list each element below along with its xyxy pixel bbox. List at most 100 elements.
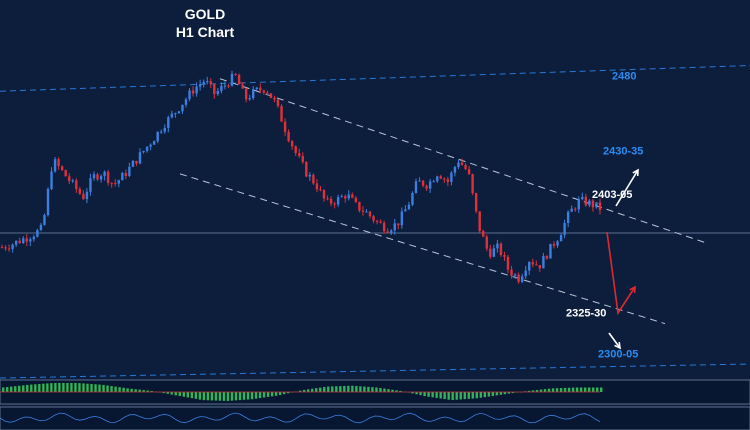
candle-body <box>138 152 142 164</box>
candle-body <box>414 181 418 194</box>
indicator-bar <box>423 392 426 397</box>
indicator-bar <box>170 392 173 395</box>
candle-body <box>471 174 474 194</box>
indicator-bar <box>567 387 571 392</box>
indicator-bar <box>126 388 129 392</box>
indicator-bar <box>315 388 318 392</box>
indicator-bar <box>110 386 113 392</box>
indicator-bar <box>6 387 9 392</box>
indicator-bar <box>455 392 458 400</box>
candle-body <box>230 73 234 86</box>
indicator-bar <box>98 384 101 392</box>
candle-body <box>188 90 191 100</box>
candle-body <box>574 208 577 210</box>
candle-body <box>545 256 549 259</box>
indicator-bar <box>575 387 579 392</box>
candle-body <box>273 97 276 100</box>
indicator-bar <box>194 392 198 399</box>
candle-body <box>43 215 46 225</box>
indicator-bar <box>86 383 89 392</box>
candle-body <box>287 131 290 142</box>
indicator-bar <box>150 390 153 392</box>
indicator-bar <box>351 385 354 392</box>
indicator-bar <box>38 383 41 392</box>
indicator-bar <box>547 388 551 392</box>
candle-body <box>308 174 312 177</box>
candle-body <box>252 89 255 99</box>
extension-scenario-arrow-head <box>614 341 621 350</box>
candle-body <box>305 162 308 177</box>
candle-body <box>206 81 209 83</box>
indicator-layer <box>0 379 750 430</box>
indicator-bar <box>278 392 282 395</box>
indicator-bar <box>323 387 326 392</box>
indicator-bar <box>415 392 418 395</box>
indicator-bar <box>174 392 177 396</box>
candle-body <box>248 98 251 100</box>
candle-body <box>358 201 361 211</box>
indicator-bar <box>535 389 539 392</box>
candle-body <box>124 172 128 176</box>
candle-body <box>319 189 322 191</box>
indicator-bar <box>471 392 474 399</box>
indicator-bar <box>246 392 250 400</box>
indicator-bar <box>162 392 165 394</box>
indicator-bar <box>419 392 422 396</box>
candle-body <box>160 131 163 133</box>
indicator-bar <box>62 383 65 392</box>
candle-body <box>400 211 404 226</box>
indicator-bar <box>459 392 462 400</box>
oscillator-line <box>0 412 601 424</box>
candle-body <box>552 243 556 246</box>
indicator-bar <box>10 386 13 392</box>
scenario-arrows-layer <box>606 168 639 350</box>
indicator-bar <box>186 392 190 398</box>
candle-body <box>167 117 170 128</box>
candle-body <box>467 169 471 175</box>
candle-body <box>301 156 304 163</box>
candles-layer <box>0 70 602 284</box>
indicator-bar <box>242 392 246 400</box>
level-label-2325-30: 2325-30 <box>566 308 606 320</box>
candle-body <box>386 231 389 233</box>
bullish-scenario-arrow <box>615 169 639 207</box>
indicator-bar <box>371 387 374 392</box>
candle-body <box>556 241 559 246</box>
candle-body <box>563 223 566 236</box>
chart-subtitle: H1 Chart <box>175 24 235 40</box>
candle-body <box>577 199 580 210</box>
candle-body <box>298 153 301 157</box>
candle-body <box>538 265 542 269</box>
indicator-bar <box>379 388 382 392</box>
indicator-bar <box>58 383 61 392</box>
candle-body <box>46 188 50 216</box>
indicator-bar <box>543 389 547 392</box>
indicator-bar <box>331 386 334 392</box>
indicator-bar <box>298 390 302 392</box>
candle-body <box>418 180 421 182</box>
indicator-bar <box>307 389 310 392</box>
indicator-bar <box>134 389 137 392</box>
candle-body <box>411 193 414 205</box>
candle-body <box>191 90 195 94</box>
candle-body <box>14 240 18 245</box>
candle-body <box>103 171 106 177</box>
indicator-bar <box>483 392 487 398</box>
indicator-bar <box>439 392 442 399</box>
candle-body <box>75 180 78 189</box>
indicator-bar <box>355 386 358 392</box>
candle-body <box>22 238 25 244</box>
indicator-bar <box>78 383 81 392</box>
indicator-bar <box>102 384 105 392</box>
indicator-bar <box>539 389 543 392</box>
indicator-bar <box>42 383 45 392</box>
candle-body <box>333 203 336 205</box>
candle-body <box>4 247 7 249</box>
indicator-bar <box>311 388 314 392</box>
candle-body <box>368 211 372 217</box>
indicator-bar <box>411 392 414 394</box>
indicator-bar <box>531 390 535 392</box>
indicator-bar <box>600 387 603 392</box>
level-label-2403-05: 2403-05 <box>592 189 632 201</box>
